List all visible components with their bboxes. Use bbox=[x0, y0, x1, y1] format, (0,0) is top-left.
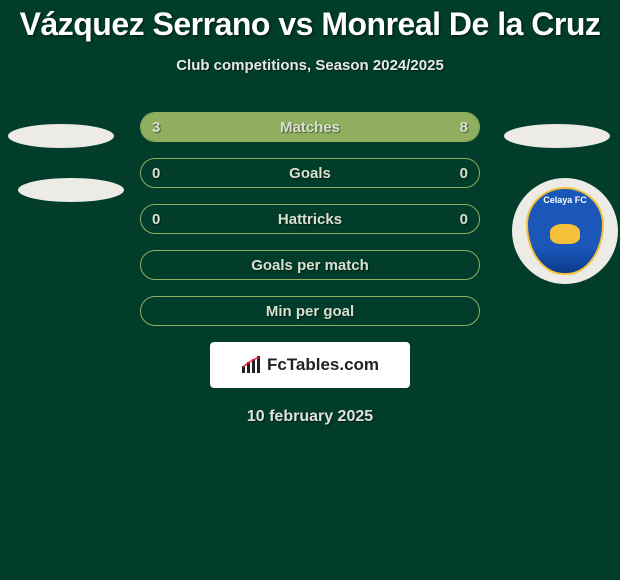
stat-value-left: 0 bbox=[152, 204, 160, 234]
stat-row: Min per goal bbox=[140, 296, 480, 326]
stat-value-right: 0 bbox=[460, 204, 468, 234]
stat-value-left: 0 bbox=[152, 158, 160, 188]
player1-club-placeholder bbox=[18, 178, 124, 202]
comparison-title: Vázquez Serrano vs Monreal De la Cruz bbox=[0, 0, 620, 43]
brand-box: FcTables.com bbox=[210, 342, 410, 388]
bull-icon bbox=[550, 224, 580, 244]
stat-value-left: 3 bbox=[152, 112, 160, 142]
stat-row: Hattricks0 0 bbox=[140, 204, 480, 234]
stat-label: Hattricks bbox=[140, 204, 480, 234]
brand-label: FcTables.com bbox=[267, 355, 379, 375]
brand-bars-icon bbox=[241, 356, 263, 374]
player2-photo-placeholder bbox=[504, 124, 610, 148]
club-name-label: Celaya FC bbox=[543, 195, 587, 205]
snapshot-date: 10 february 2025 bbox=[0, 408, 620, 426]
stat-row: Goals0 0 bbox=[140, 158, 480, 188]
stat-row: Matches3 8 bbox=[140, 112, 480, 142]
stat-row: Goals per match bbox=[140, 250, 480, 280]
stat-label: Goals per match bbox=[140, 250, 480, 280]
stat-value-right: 8 bbox=[460, 112, 468, 142]
stat-label: Goals bbox=[140, 158, 480, 188]
player2-club-badge: Celaya FC bbox=[512, 178, 618, 284]
stat-label: Matches bbox=[140, 112, 480, 142]
stat-label: Min per goal bbox=[140, 296, 480, 326]
club-shield-icon: Celaya FC bbox=[526, 187, 604, 275]
stat-value-right: 0 bbox=[460, 158, 468, 188]
player1-photo-placeholder bbox=[8, 124, 114, 148]
comparison-subtitle: Club competitions, Season 2024/2025 bbox=[0, 57, 620, 74]
